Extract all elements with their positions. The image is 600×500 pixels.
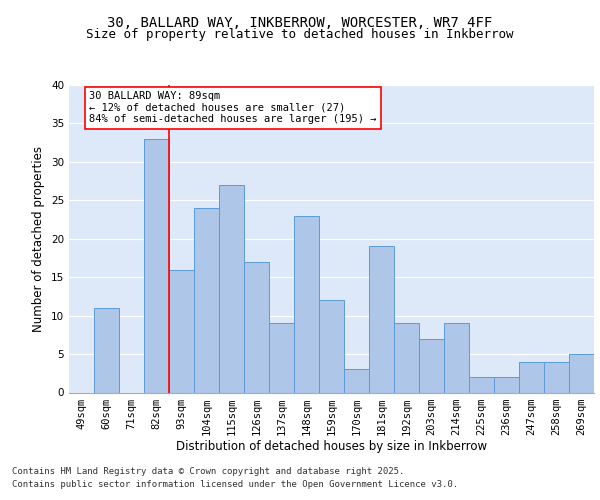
- Bar: [419, 338, 444, 392]
- Bar: [394, 324, 419, 392]
- Bar: [519, 362, 544, 392]
- Text: 30 BALLARD WAY: 89sqm
← 12% of detached houses are smaller (27)
84% of semi-deta: 30 BALLARD WAY: 89sqm ← 12% of detached …: [89, 91, 377, 124]
- Bar: [269, 324, 294, 392]
- Bar: [244, 262, 269, 392]
- Bar: [469, 377, 494, 392]
- Bar: [544, 362, 569, 392]
- Text: Contains public sector information licensed under the Open Government Licence v3: Contains public sector information licen…: [12, 480, 458, 489]
- Bar: [344, 370, 369, 392]
- X-axis label: Distribution of detached houses by size in Inkberrow: Distribution of detached houses by size …: [176, 440, 487, 454]
- Bar: [219, 185, 244, 392]
- Bar: [369, 246, 394, 392]
- Text: Contains HM Land Registry data © Crown copyright and database right 2025.: Contains HM Land Registry data © Crown c…: [12, 467, 404, 476]
- Bar: [444, 324, 469, 392]
- Text: 30, BALLARD WAY, INKBERROW, WORCESTER, WR7 4FF: 30, BALLARD WAY, INKBERROW, WORCESTER, W…: [107, 16, 493, 30]
- Y-axis label: Number of detached properties: Number of detached properties: [32, 146, 46, 332]
- Bar: [294, 216, 319, 392]
- Bar: [194, 208, 219, 392]
- Text: Size of property relative to detached houses in Inkberrow: Size of property relative to detached ho…: [86, 28, 514, 41]
- Bar: [94, 308, 119, 392]
- Bar: [569, 354, 594, 393]
- Bar: [144, 139, 169, 392]
- Bar: [169, 270, 194, 392]
- Bar: [319, 300, 344, 392]
- Bar: [494, 377, 519, 392]
